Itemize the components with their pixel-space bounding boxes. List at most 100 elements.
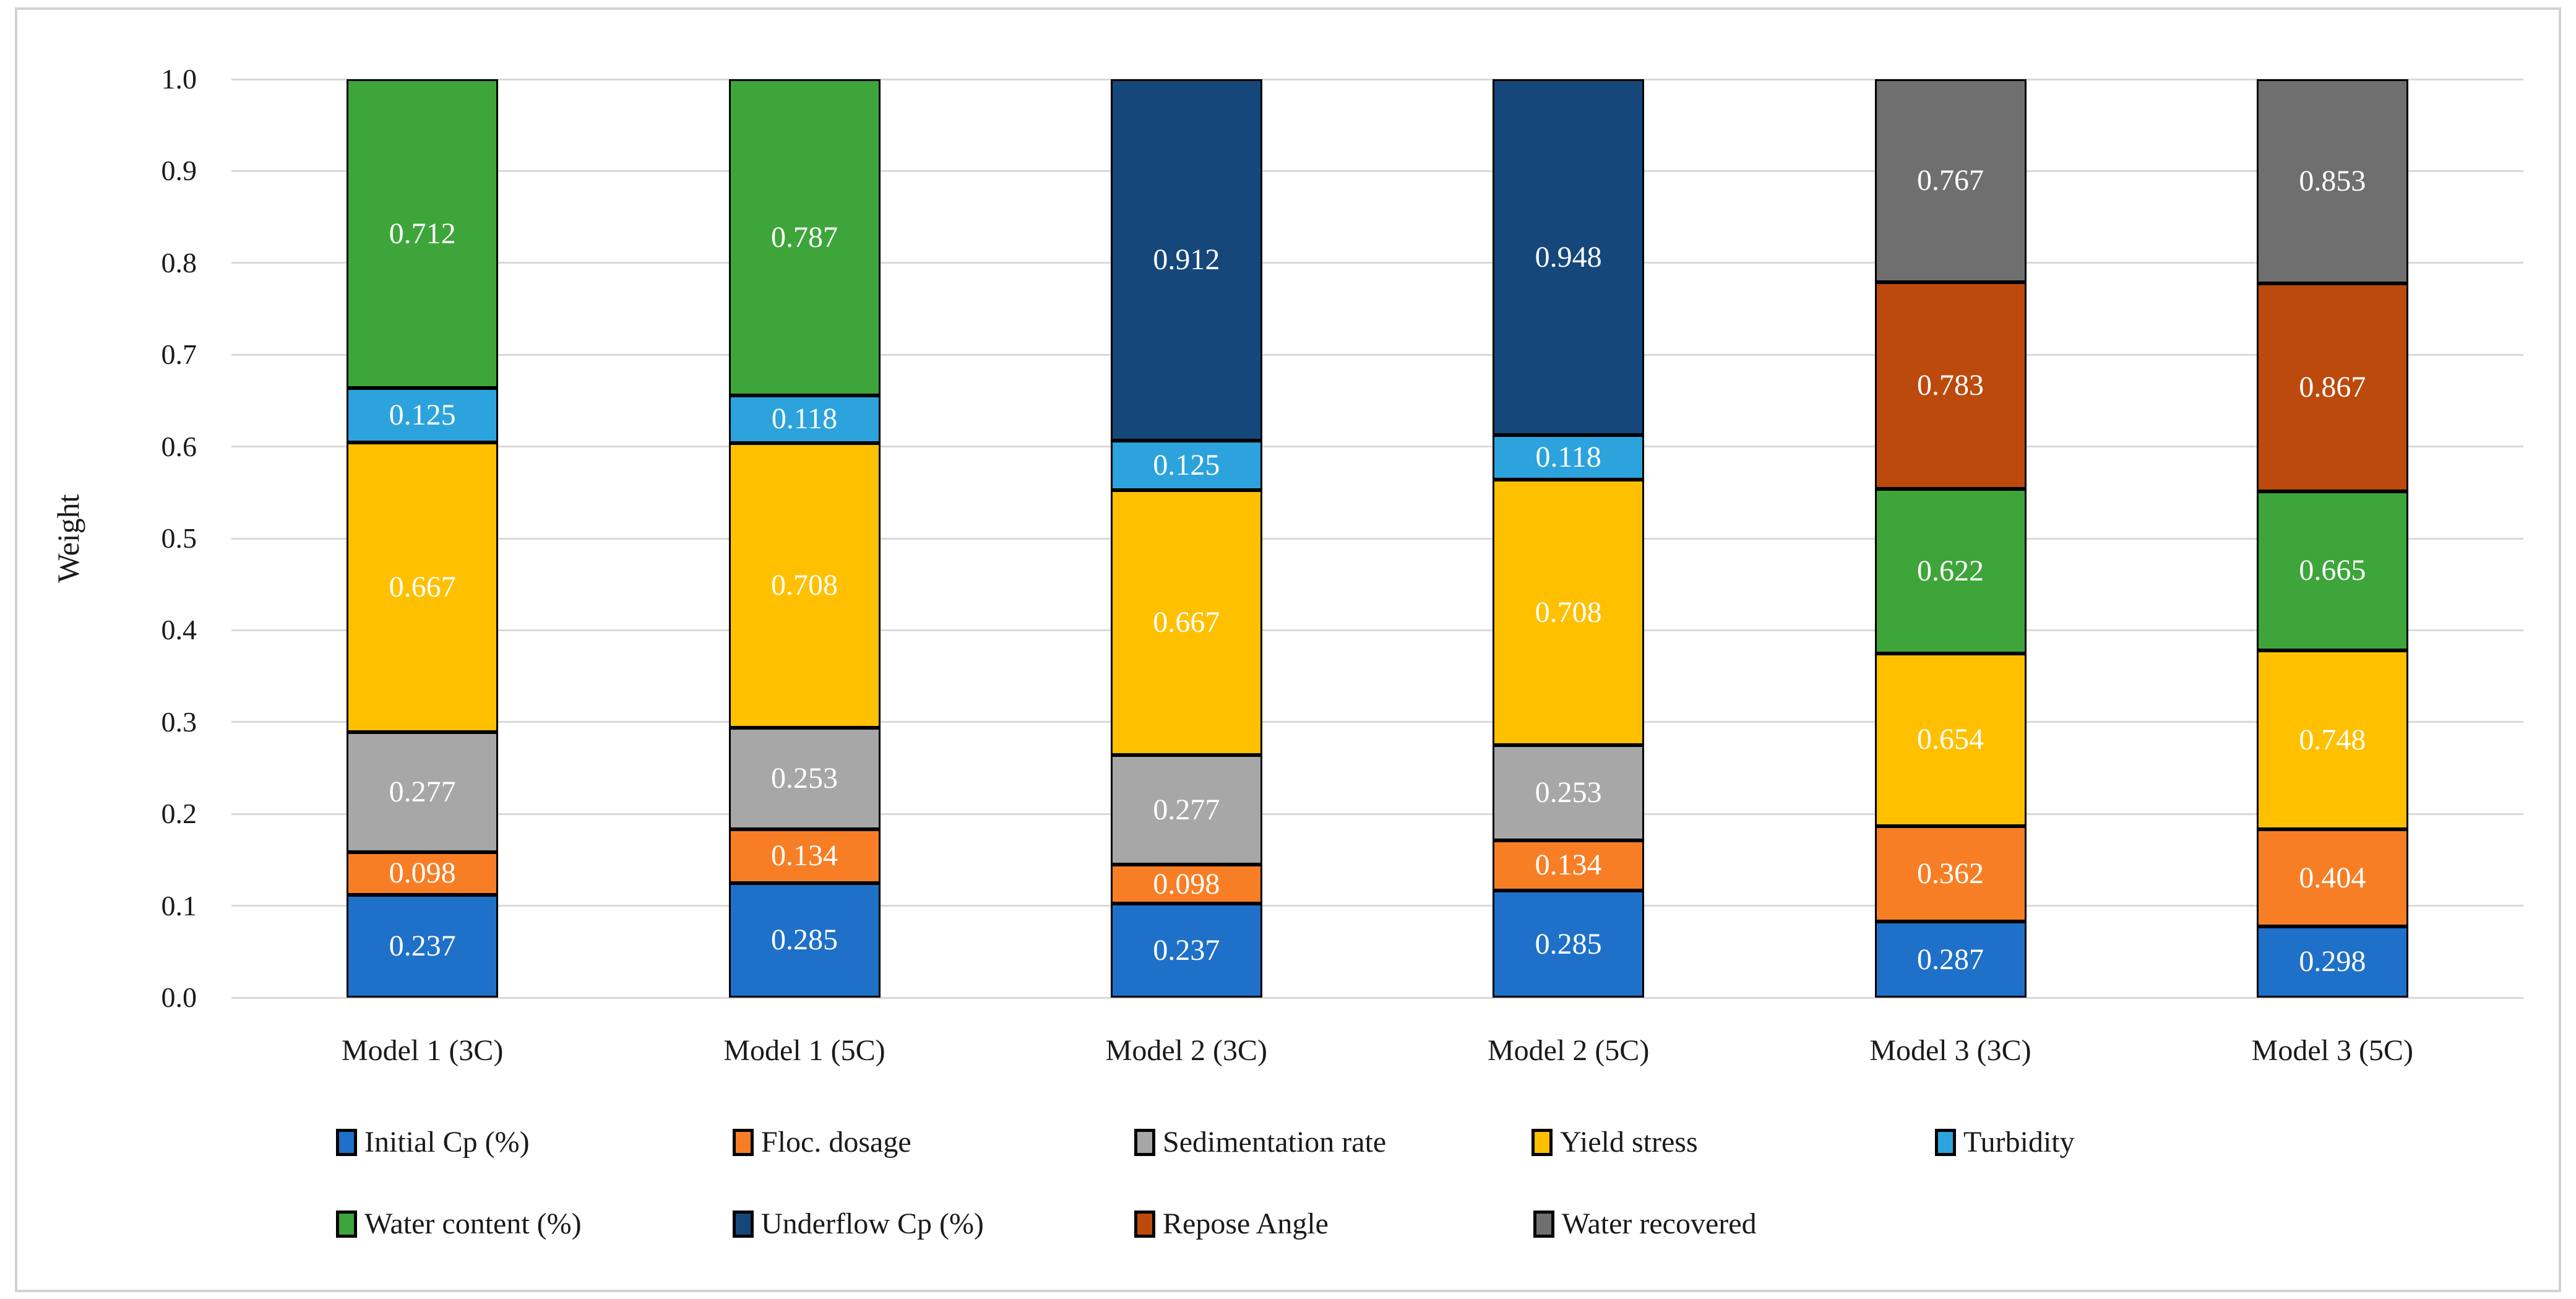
segment-value-label: 0.125 — [389, 399, 456, 432]
segment-value-label: 0.253 — [771, 761, 838, 795]
bar-segment: 0.654 — [1874, 653, 2027, 826]
legend-label: Underflow Cp (%) — [761, 1207, 984, 1240]
legend-swatch — [1531, 1129, 1553, 1156]
segment-value-label: 0.362 — [1917, 857, 1984, 891]
bar-segment: 0.712 — [347, 79, 499, 389]
y-tick-label: 0.4 — [161, 614, 197, 646]
legend-label: Floc. dosage — [761, 1126, 911, 1159]
segment-value-label: 0.285 — [1535, 927, 1602, 960]
x-category-label: Model 2 (3C) — [1105, 1034, 1267, 1067]
bar-segment: 0.708 — [1493, 479, 1645, 746]
legend-item: Floc. dosage — [733, 1123, 911, 1162]
legend-item: Initial Cp (%) — [336, 1123, 530, 1162]
segment-value-label: 0.253 — [1535, 776, 1602, 809]
plot-area: 0.237 0.098 0.277 0.667 0.125 0.712 0.285 0.134… — [231, 78, 2523, 999]
segment-value-label: 0.118 — [771, 402, 838, 436]
legend-label: Sedimentation rate — [1163, 1126, 1387, 1159]
bar: 0.285 0.134 0.253 0.708 0.118 0.787 — [728, 79, 881, 998]
bar-segment: 0.125 — [347, 388, 499, 442]
y-axis-title: Weight — [51, 494, 85, 583]
gridline — [231, 353, 2523, 356]
bar-segment: 0.253 — [728, 727, 881, 829]
segment-value-label: 0.667 — [1153, 606, 1220, 639]
segment-value-label: 0.237 — [389, 929, 456, 962]
bar-segment: 0.253 — [1493, 745, 1645, 840]
legend-label: Repose Angle — [1163, 1207, 1329, 1240]
segment-value-label: 0.098 — [389, 857, 456, 890]
y-tick-label: 0.6 — [161, 430, 197, 462]
gridline — [231, 537, 2523, 540]
bar-segment: 0.748 — [2256, 650, 2408, 830]
gridline — [231, 170, 2523, 172]
bar-segment: 0.853 — [2256, 79, 2408, 284]
bar-segment: 0.362 — [1874, 826, 2027, 922]
x-category-label: Model 3 (3C) — [1869, 1034, 2031, 1067]
segment-value-label: 0.783 — [1917, 368, 1984, 402]
bar-segment: 0.787 — [728, 79, 881, 396]
y-tick-label: 0.8 — [161, 246, 197, 278]
bar-segment: 0.277 — [1110, 754, 1262, 865]
y-tick-label: 0.9 — [161, 155, 197, 187]
segment-value-label: 0.853 — [2299, 165, 2366, 198]
segment-value-label: 0.277 — [1153, 793, 1220, 826]
legend-label: Initial Cp (%) — [364, 1126, 530, 1159]
bar-segment: 0.622 — [1874, 488, 2027, 654]
bar-segment: 0.277 — [347, 731, 499, 853]
x-category-label: Model 3 (5C) — [2251, 1034, 2413, 1067]
y-tick-label: 0.3 — [161, 706, 197, 738]
bar-segment: 0.118 — [728, 395, 881, 443]
y-tick-label: 0.0 — [161, 982, 197, 1013]
x-category-label: Model 1 (5C) — [723, 1034, 885, 1067]
bar-segment: 0.767 — [1874, 79, 2027, 282]
segment-value-label: 0.912 — [1153, 243, 1220, 277]
bar: 0.237 0.098 0.277 0.667 0.125 0.712 — [347, 79, 499, 998]
segment-value-label: 0.708 — [771, 568, 838, 602]
bar-segment: 0.237 — [347, 894, 499, 998]
y-tick-label: 0.1 — [161, 889, 197, 921]
bar-segment: 0.404 — [2256, 829, 2408, 926]
segment-value-label: 0.654 — [1917, 723, 1984, 756]
gridline — [231, 905, 2523, 907]
bar-segment: 0.667 — [1110, 490, 1262, 755]
bar-segment: 0.667 — [347, 442, 499, 732]
segment-value-label: 0.125 — [1153, 449, 1220, 482]
legend-item: Sedimentation rate — [1134, 1123, 1386, 1162]
bar-segment: 0.285 — [728, 883, 881, 998]
segment-value-label: 0.708 — [1535, 595, 1602, 629]
legend-label: Water recovered — [1562, 1207, 1757, 1240]
segment-value-label: 0.948 — [1535, 240, 1602, 274]
x-category-label: Model 2 (5C) — [1488, 1034, 1650, 1067]
bar-segment: 0.708 — [728, 442, 881, 728]
segment-value-label: 0.767 — [1917, 163, 1984, 197]
segment-value-label: 0.134 — [1535, 848, 1602, 882]
y-tick-label: 0.5 — [161, 522, 197, 554]
bar-segment: 0.134 — [728, 829, 881, 883]
legend-swatch — [1533, 1211, 1554, 1238]
legend-swatch — [336, 1129, 357, 1156]
bar-segment: 0.285 — [1493, 891, 1645, 998]
bar-segment: 0.237 — [1110, 904, 1262, 998]
bar-segment: 0.098 — [347, 852, 499, 895]
legend-swatch — [733, 1129, 754, 1156]
segment-value-label: 0.748 — [2299, 723, 2366, 756]
y-tick-label: 0.2 — [161, 798, 197, 830]
bar-segment: 0.948 — [1493, 79, 1645, 436]
segment-value-label: 0.622 — [1917, 554, 1984, 587]
segment-value-label: 0.237 — [1153, 934, 1220, 967]
y-tick-label: 1.0 — [161, 63, 197, 95]
bar-segment: 0.287 — [1874, 921, 2027, 998]
gridline — [231, 629, 2523, 631]
bar-segment: 0.867 — [2256, 283, 2408, 491]
bar-segment: 0.098 — [1110, 865, 1262, 904]
gridline — [231, 78, 2523, 80]
segment-value-label: 0.867 — [2299, 370, 2366, 404]
gridline — [231, 996, 2523, 999]
legend-item: Repose Angle — [1134, 1204, 1329, 1244]
x-category-label: Model 1 (3C) — [342, 1034, 504, 1067]
legend-swatch — [1935, 1129, 1956, 1156]
legend-item: Turbidity — [1935, 1123, 2075, 1162]
legend-item: Water recovered — [1533, 1204, 1757, 1244]
segment-value-label: 0.667 — [389, 570, 456, 603]
segment-value-label: 0.285 — [771, 923, 838, 957]
